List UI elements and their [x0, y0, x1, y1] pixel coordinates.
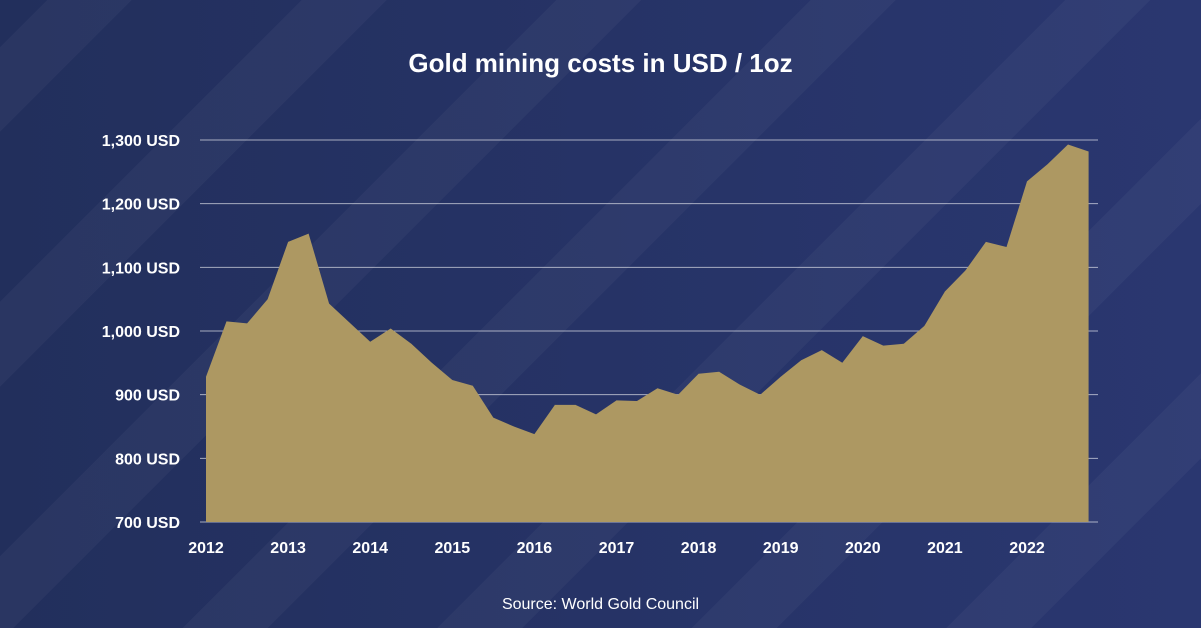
y-tick-label: 1,200 USD: [102, 197, 180, 214]
x-tick-label: 2013: [270, 540, 306, 557]
x-tick-label: 2021: [927, 540, 963, 557]
x-tick-label: 2014: [352, 540, 388, 557]
x-tick-label: 2017: [599, 540, 635, 557]
y-tick-label: 800 USD: [115, 451, 180, 468]
y-tick-label: 700 USD: [115, 515, 180, 532]
x-tick-label: 2015: [435, 540, 471, 557]
source-note: Source: World Gold Council: [501, 596, 700, 613]
x-tick-label: 2016: [517, 540, 553, 557]
y-tick-label: 1,100 USD: [102, 260, 180, 277]
y-tick-label: 1,300 USD: [102, 133, 180, 150]
chart-title: Gold mining costs in USD / 1oz: [408, 48, 793, 78]
y-tick-label: 900 USD: [115, 388, 180, 405]
x-tick-label: 2022: [1009, 540, 1045, 557]
y-tick-label: 1,000 USD: [102, 324, 180, 341]
x-tick-label: 2019: [763, 540, 799, 557]
area-series: [206, 144, 1089, 522]
x-tick-label: 2020: [845, 540, 881, 557]
x-tick-label: 2018: [681, 540, 717, 557]
x-tick-label: 2012: [188, 540, 224, 557]
